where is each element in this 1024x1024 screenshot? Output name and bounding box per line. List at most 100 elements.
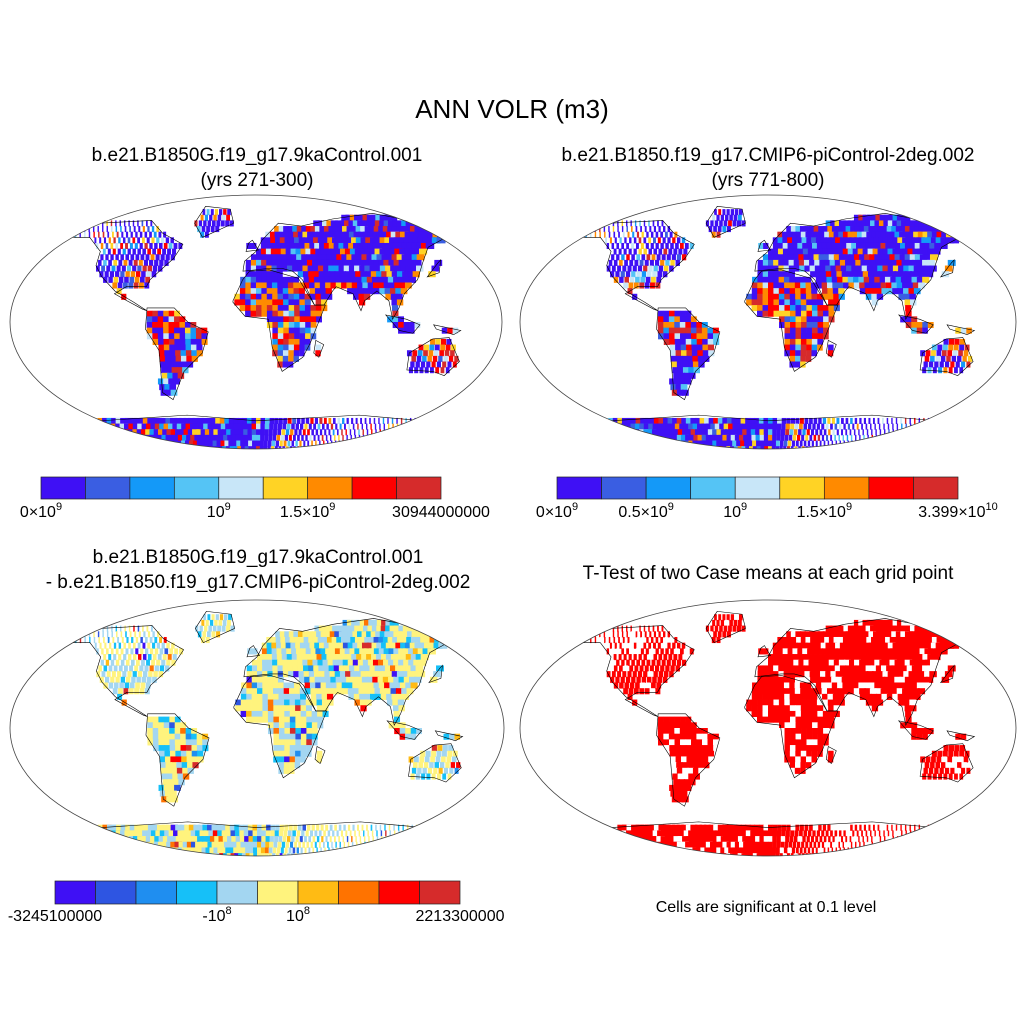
grid-cell bbox=[123, 259, 128, 266]
grid-cell bbox=[190, 830, 198, 837]
grid-cell bbox=[886, 631, 895, 638]
grid-cell bbox=[103, 636, 105, 644]
grid-cell bbox=[730, 434, 737, 441]
grid-cell bbox=[250, 288, 257, 295]
grid-cell bbox=[149, 648, 154, 655]
grid-cell bbox=[621, 220, 624, 227]
grid-cell bbox=[164, 665, 170, 672]
grid-cell bbox=[969, 636, 980, 644]
grid-cell bbox=[580, 231, 583, 238]
grid-cell bbox=[266, 288, 273, 295]
grid-cell bbox=[672, 417, 680, 424]
grid-cell bbox=[798, 254, 805, 261]
grid-cell bbox=[358, 830, 361, 837]
grid-cell bbox=[166, 367, 173, 374]
grid-cell bbox=[343, 242, 351, 250]
grid-cell bbox=[925, 271, 934, 278]
grid-cell bbox=[415, 847, 417, 854]
grid-cell bbox=[372, 676, 380, 683]
grid-cell bbox=[621, 631, 624, 638]
grid-cell bbox=[145, 276, 151, 283]
grid-cell bbox=[133, 282, 139, 289]
grid-cell bbox=[283, 333, 290, 340]
grid-cell bbox=[147, 722, 154, 729]
grid-cell bbox=[215, 417, 222, 424]
grid-cell bbox=[394, 440, 396, 447]
grid-cell bbox=[277, 338, 284, 345]
grid-cell bbox=[388, 631, 398, 638]
grid-cell bbox=[869, 276, 876, 283]
grid-cell bbox=[257, 659, 263, 666]
grid-cell bbox=[277, 665, 284, 672]
coastline bbox=[386, 720, 423, 740]
grid-cell bbox=[927, 259, 935, 266]
grid-cell bbox=[352, 682, 359, 689]
grid-cell bbox=[842, 434, 844, 441]
grid-cell bbox=[193, 824, 200, 831]
grid-cell bbox=[679, 242, 684, 250]
map-panel-3 bbox=[9, 599, 505, 857]
grid-cell bbox=[416, 242, 425, 250]
grid-cell bbox=[248, 440, 253, 447]
grid-cell bbox=[689, 434, 697, 441]
grid-cell bbox=[821, 648, 829, 655]
grid-cell bbox=[266, 654, 273, 661]
grid-cell bbox=[847, 654, 855, 661]
grid-cell bbox=[433, 350, 439, 357]
grid-cell bbox=[321, 836, 324, 843]
grid-cell bbox=[879, 440, 881, 447]
grid-cell bbox=[123, 665, 128, 672]
grid-cell bbox=[805, 231, 812, 238]
grid-cell bbox=[803, 440, 807, 447]
grid-cell bbox=[610, 434, 622, 441]
grid-cell bbox=[308, 836, 312, 843]
grid-cell bbox=[645, 276, 651, 283]
grid-cell bbox=[307, 265, 314, 272]
grid-cell bbox=[423, 231, 433, 238]
grid-cell bbox=[905, 423, 907, 430]
grid-cell bbox=[813, 434, 817, 441]
grid-cell bbox=[383, 847, 386, 854]
grid-cell bbox=[758, 242, 764, 250]
grid-cell bbox=[294, 338, 300, 345]
grid-cell bbox=[377, 276, 385, 283]
grid-cell bbox=[445, 367, 450, 374]
grid-cell bbox=[154, 847, 163, 854]
grid-cell bbox=[442, 745, 448, 752]
grid-cell bbox=[257, 688, 263, 695]
grid-cell bbox=[371, 642, 380, 649]
grid-cell bbox=[688, 423, 696, 430]
grid-cell bbox=[79, 434, 91, 441]
grid-cell bbox=[418, 248, 428, 255]
grid-cell bbox=[308, 237, 315, 244]
grid-cell bbox=[197, 417, 204, 424]
grid-cell bbox=[304, 305, 311, 312]
grid-cell bbox=[170, 389, 178, 396]
grid-cell bbox=[169, 417, 178, 424]
grid-cell bbox=[701, 327, 708, 334]
grid-cell bbox=[905, 429, 907, 436]
grid-cell bbox=[843, 254, 851, 261]
grid-cell bbox=[280, 636, 287, 644]
grid-cell bbox=[343, 265, 351, 272]
grid-cell bbox=[206, 824, 214, 831]
grid-cell bbox=[663, 654, 668, 661]
grid-cell bbox=[152, 733, 159, 740]
grid-cell bbox=[133, 440, 144, 447]
grid-cell bbox=[778, 293, 785, 300]
grid-cell bbox=[838, 220, 846, 227]
coastline bbox=[59, 625, 185, 717]
grid-cell bbox=[276, 654, 283, 661]
grid-cell bbox=[773, 254, 779, 261]
grid-cell bbox=[801, 237, 808, 244]
grid-cell bbox=[789, 299, 796, 306]
grid-cell bbox=[95, 434, 107, 441]
grid-cell bbox=[800, 299, 807, 306]
grid-cell bbox=[419, 853, 421, 856]
grid-cell bbox=[948, 429, 950, 436]
grid-cell bbox=[399, 248, 408, 255]
grid-cell bbox=[299, 836, 303, 843]
grid-cell bbox=[298, 676, 306, 683]
grid-cell bbox=[157, 310, 164, 317]
grid-cell bbox=[304, 682, 311, 689]
